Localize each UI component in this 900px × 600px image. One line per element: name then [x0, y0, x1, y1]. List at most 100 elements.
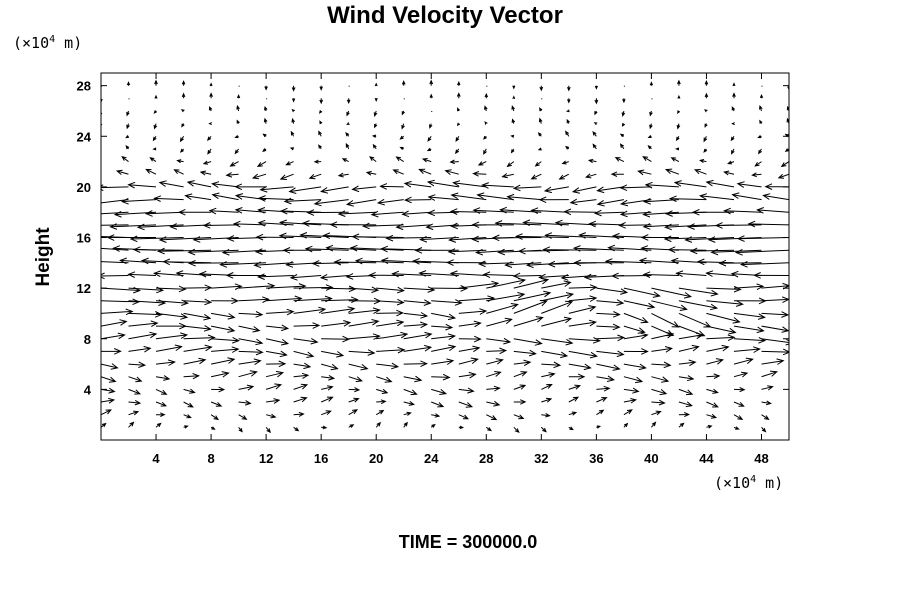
wind-vector — [101, 261, 129, 264]
wind-vector — [279, 173, 294, 180]
wind-vector — [568, 337, 601, 344]
wind-vector — [651, 346, 674, 353]
wind-vector — [596, 425, 602, 429]
wind-vector — [183, 344, 213, 352]
wind-vector — [431, 413, 441, 418]
y-unit-pre: (×10 — [13, 34, 49, 52]
wind-vector — [651, 300, 688, 311]
wind-vector — [126, 81, 131, 86]
wind-vector — [399, 146, 404, 151]
wind-vector — [538, 196, 569, 204]
wind-vector — [449, 159, 459, 165]
wind-vector — [483, 135, 487, 140]
vector-dot — [238, 85, 240, 87]
wind-vector — [651, 332, 675, 340]
wind-vector — [345, 199, 377, 207]
wind-vector — [573, 259, 624, 267]
wind-vector — [675, 136, 680, 142]
wind-vector — [337, 172, 349, 178]
wind-vector — [313, 199, 349, 207]
wind-vector — [483, 148, 487, 155]
wind-vector — [431, 344, 457, 352]
wind-vector — [678, 312, 712, 328]
wind-vector — [128, 311, 163, 318]
wind-vector — [329, 221, 377, 228]
wind-vector — [541, 338, 574, 346]
wind-vector — [706, 373, 721, 380]
wind-vector — [619, 133, 625, 138]
wind-vector — [761, 311, 789, 318]
wind-vector — [541, 300, 574, 314]
wind-vector — [183, 373, 200, 380]
vector-field — [101, 79, 789, 434]
wind-vector — [675, 270, 707, 278]
wind-vector — [784, 148, 789, 153]
wind-vector — [476, 192, 514, 201]
wind-vector — [183, 298, 213, 306]
wind-vector — [180, 109, 185, 113]
wind-vector — [563, 208, 597, 216]
wind-vector — [541, 292, 575, 302]
wind-vector — [429, 79, 434, 86]
wind-vector — [348, 333, 381, 340]
wind-vector — [101, 247, 129, 251]
wind-vector — [788, 401, 789, 402]
wind-vector — [525, 261, 569, 269]
wind-vector — [318, 110, 323, 114]
wind-vector — [678, 287, 719, 297]
wind-vector — [289, 274, 322, 281]
wind-vector — [254, 248, 294, 255]
wind-vector — [596, 323, 621, 331]
wind-vector — [486, 426, 493, 432]
wind-vector — [376, 198, 404, 206]
wind-vector — [301, 220, 349, 227]
wind-vector — [565, 130, 570, 137]
wind-vector — [593, 122, 598, 126]
wind-vector — [208, 207, 239, 215]
wind-vector — [101, 224, 102, 225]
wind-vector — [623, 409, 633, 416]
x-tick-label: 16 — [314, 451, 328, 466]
wind-vector — [101, 422, 107, 428]
wind-vector — [677, 110, 681, 115]
wind-vector — [293, 337, 319, 345]
wind-vector — [472, 171, 487, 177]
wind-vector — [640, 234, 679, 241]
wind-vector — [321, 296, 359, 304]
wind-vector — [101, 173, 102, 175]
chart-title: Wind Velocity Vector — [327, 2, 563, 29]
wind-vector — [450, 222, 487, 230]
wind-vector — [686, 223, 735, 230]
wind-vector — [481, 182, 514, 189]
wind-vector — [572, 245, 624, 252]
wind-vector — [705, 270, 735, 277]
wind-vector — [596, 334, 626, 342]
wind-vector — [183, 312, 212, 321]
wind-vector — [155, 359, 176, 366]
wind-vector — [183, 425, 189, 429]
wind-vector — [101, 212, 102, 213]
wind-vector — [238, 400, 252, 406]
wind-vector — [348, 349, 376, 356]
wind-vector — [403, 401, 415, 406]
wind-vector — [733, 312, 766, 320]
wind-vector — [374, 97, 378, 102]
wind-vector — [162, 258, 212, 266]
wind-vector — [257, 195, 294, 202]
wind-vector — [547, 260, 597, 268]
wind-vector — [651, 388, 668, 396]
wind-vector — [678, 375, 695, 382]
wind-vector — [264, 105, 268, 112]
wind-vector — [128, 410, 140, 416]
wind-vector — [265, 338, 290, 346]
wind-vector — [623, 363, 647, 371]
wind-vector — [321, 374, 336, 381]
wind-vector — [777, 173, 789, 179]
wind-vector — [664, 210, 707, 217]
wind-vector — [373, 110, 378, 117]
vector-dot — [431, 110, 433, 112]
wind-vector — [621, 110, 626, 118]
wind-vector — [623, 332, 649, 340]
wind-vector — [714, 222, 762, 229]
wind-vector — [379, 183, 404, 190]
